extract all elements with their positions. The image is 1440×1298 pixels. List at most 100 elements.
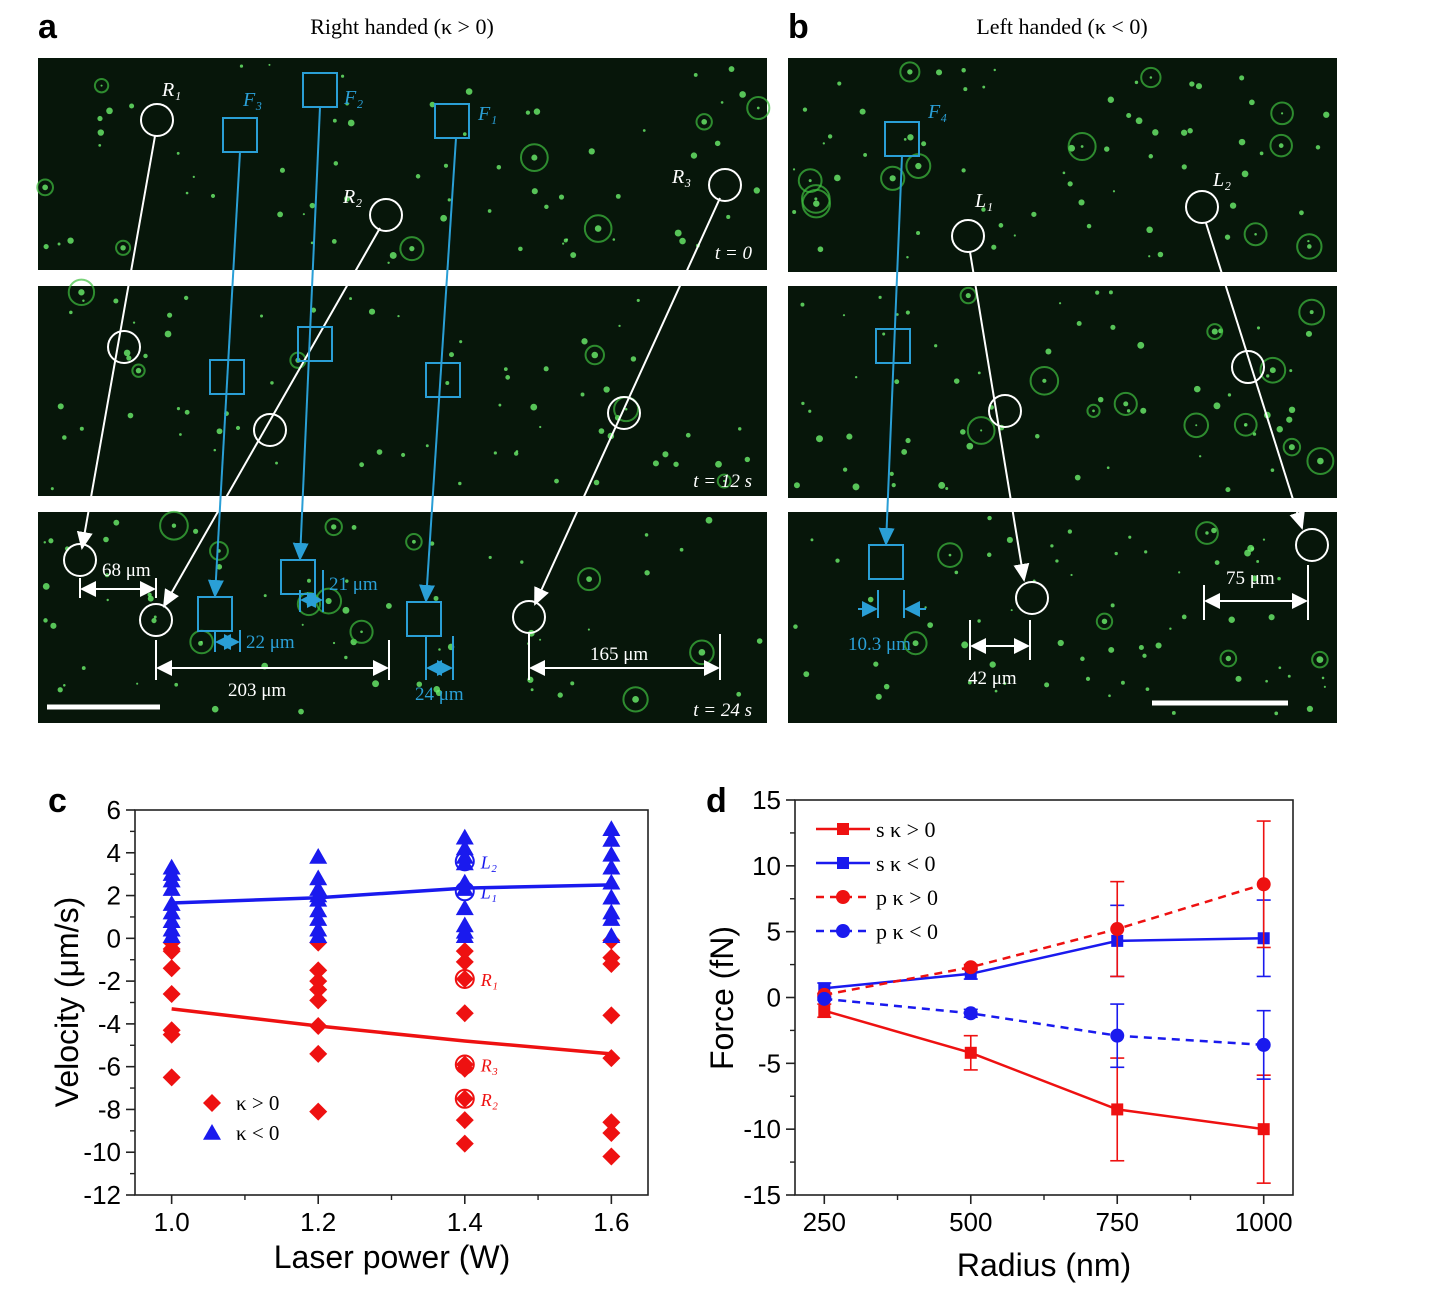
particle-speck xyxy=(581,338,588,345)
particle-speck xyxy=(728,66,735,72)
particle-speck xyxy=(176,407,181,411)
particle-speck xyxy=(1070,573,1073,577)
particle-speck xyxy=(960,429,966,435)
particle-speck xyxy=(57,403,64,410)
particle-speck xyxy=(793,482,800,489)
data-point xyxy=(455,952,474,971)
highlight-circle xyxy=(454,851,475,872)
particle-speck xyxy=(171,523,177,528)
particle-speck xyxy=(376,449,383,455)
particle-speck xyxy=(1195,424,1198,427)
x-tick-label: 1.0 xyxy=(154,1207,190,1237)
particle-ring xyxy=(1183,412,1210,439)
particle-speck xyxy=(1055,559,1059,563)
particle-speck xyxy=(1315,145,1321,150)
particle-speck xyxy=(67,237,74,244)
particle-speck xyxy=(1265,679,1268,683)
particle-speck xyxy=(907,134,914,141)
particle-speck xyxy=(539,425,542,429)
plot-frame xyxy=(794,799,1294,1196)
image-b-t0 xyxy=(788,58,1337,272)
particle-speck xyxy=(135,367,142,374)
particle-speck xyxy=(1178,571,1181,574)
particle-speck xyxy=(814,197,818,201)
particle-speck xyxy=(1108,694,1111,698)
particle-speck xyxy=(409,246,415,252)
legend-label: p κ > 0 xyxy=(876,885,938,910)
particle-speck xyxy=(674,229,682,237)
highlight-circle xyxy=(454,1054,475,1075)
series-line xyxy=(824,937,1264,990)
particle-speck xyxy=(1289,369,1293,373)
particle-speck xyxy=(612,238,616,241)
label-f2: F₂ xyxy=(343,87,363,109)
particle-speck xyxy=(846,433,853,440)
annotation-label: L₁ xyxy=(480,882,497,902)
particle-speck xyxy=(1307,244,1312,249)
particle-speck xyxy=(912,640,919,647)
particle-ring xyxy=(1195,521,1219,545)
particle-speck xyxy=(837,81,842,86)
particle-speck xyxy=(1316,656,1324,664)
data-point xyxy=(1110,922,1125,937)
distance-f3: 22 μm xyxy=(246,632,295,653)
particle-speck xyxy=(105,573,110,578)
particle-speck xyxy=(433,685,441,693)
particle-speck xyxy=(525,110,531,115)
particle-speck xyxy=(953,378,960,384)
particle-speck xyxy=(738,427,742,431)
particle-speck xyxy=(518,246,523,252)
particle-speck xyxy=(615,193,621,199)
particle-speck xyxy=(1254,232,1257,236)
particle-speck xyxy=(1067,181,1073,187)
particle-speck xyxy=(894,379,900,385)
particle-speck xyxy=(1171,711,1176,715)
particle-speck xyxy=(1225,487,1231,493)
particle-speck xyxy=(360,630,363,634)
particle-speck xyxy=(878,295,882,299)
particle-speck xyxy=(1278,143,1284,148)
particle-ring xyxy=(1270,101,1294,126)
particle-speck xyxy=(808,409,812,413)
particle-speck xyxy=(1145,687,1150,692)
force-chart: Force (fN) Radius (nm) 250 500 750 1000 15 10… xyxy=(704,785,1294,1283)
particle-speck xyxy=(98,143,102,147)
particle-ring xyxy=(1067,131,1097,162)
particle-speck xyxy=(948,553,952,557)
data-point xyxy=(1111,1103,1124,1116)
particle-speck xyxy=(842,314,846,317)
particle-speck xyxy=(1092,409,1095,413)
particle-speck xyxy=(530,403,538,411)
particle-speck xyxy=(891,482,896,488)
particle-speck xyxy=(1095,290,1100,295)
particle-speck xyxy=(332,641,336,645)
y-tick-label: -8 xyxy=(98,1094,121,1124)
particle-speck xyxy=(901,449,908,455)
particle-speck xyxy=(817,246,824,253)
image-a-t12 xyxy=(38,286,767,496)
particle-speck xyxy=(1078,199,1085,206)
image-a-t24 xyxy=(38,512,767,723)
particle-speck xyxy=(1123,401,1129,407)
particle-speck xyxy=(842,467,848,472)
particle-speck xyxy=(216,564,223,570)
label-r3: R₃ xyxy=(671,166,691,188)
particle-speck xyxy=(963,87,968,92)
distance-l2: 75 μm xyxy=(1226,568,1275,589)
data-point xyxy=(455,1089,474,1108)
particle-speck xyxy=(533,108,541,115)
particle-speck xyxy=(652,460,659,467)
particle-speck xyxy=(1035,433,1040,439)
particle-speck xyxy=(726,214,731,220)
particle-speck xyxy=(143,353,148,359)
data-point xyxy=(162,959,181,978)
data-point xyxy=(602,858,621,875)
particle-ring xyxy=(880,165,906,191)
track-r2 xyxy=(139,198,403,637)
y-tick-label: -5 xyxy=(758,1048,781,1078)
particle-speck xyxy=(387,261,390,264)
particle-speck xyxy=(344,195,350,202)
data-point xyxy=(455,1004,474,1023)
y-tick-label: -10 xyxy=(83,1137,121,1167)
